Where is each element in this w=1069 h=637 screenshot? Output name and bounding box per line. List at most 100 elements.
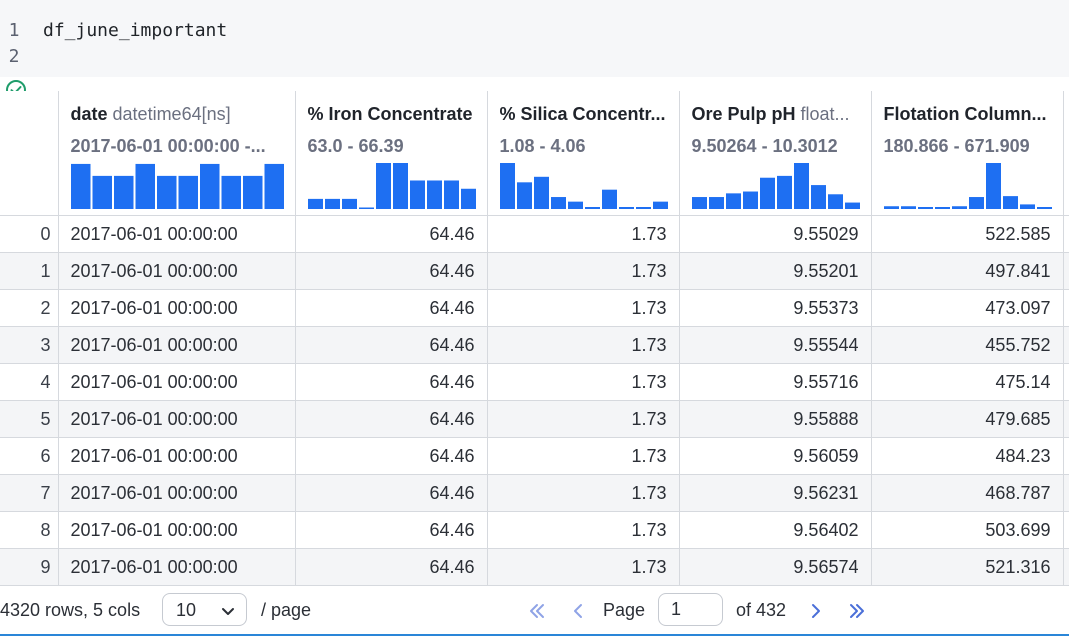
histogram-bar <box>708 197 724 209</box>
line-number: 2 <box>8 46 20 67</box>
row-index: 5 <box>0 400 59 438</box>
cell-iron-concentrate: 64.46 <box>295 474 488 512</box>
row-edge <box>1063 215 1069 253</box>
chevron-right-icon[interactable] <box>805 600 827 622</box>
histogram-bar <box>900 206 916 209</box>
cell-flotation-column: 522.585 <box>871 215 1064 253</box>
column-range: 1.08 - 4.06 <box>499 136 586 156</box>
column-range: 9.50264 - 10.3012 <box>691 136 838 156</box>
table-row[interactable]: 5 2017-06-01 00:00:00 64.46 1.73 9.55888… <box>0 400 1069 438</box>
column-header[interactable]: Ore Pulp pH float... 9.50264 - 10.3012 <box>679 91 872 216</box>
cell-silica-concentrate: 1.73 <box>487 289 680 327</box>
cell-ore-pulp-ph: 9.55373 <box>679 289 872 327</box>
total-pages: of 432 <box>736 600 787 620</box>
row-index: 6 <box>0 437 59 475</box>
histogram-bar <box>934 207 950 209</box>
index-header <box>0 91 59 216</box>
histogram-bar <box>567 201 583 209</box>
histogram-bar <box>1036 207 1052 209</box>
table-row[interactable]: 7 2017-06-01 00:00:00 64.46 1.73 9.56231… <box>0 474 1069 512</box>
row-edge <box>1063 363 1069 401</box>
column-dtype: float... <box>800 104 850 124</box>
page-number-input[interactable] <box>658 593 723 626</box>
column-dtype: datetime64[ns] <box>112 104 231 124</box>
cell-bottom-border <box>0 634 1069 636</box>
cell-date: 2017-06-01 00:00:00 <box>58 474 296 512</box>
histogram-bar <box>844 202 860 209</box>
double-chevron-right-icon[interactable] <box>846 600 868 622</box>
code-editor[interactable]: 1 df_june_important 2 <box>0 0 1069 77</box>
column-histogram <box>307 163 476 209</box>
row-index: 7 <box>0 474 59 512</box>
histogram-bar <box>968 197 984 209</box>
cell-date: 2017-06-01 00:00:00 <box>58 400 296 438</box>
double-chevron-left-icon[interactable] <box>526 600 548 622</box>
table-row[interactable]: 8 2017-06-01 00:00:00 64.46 1.73 9.56402… <box>0 511 1069 549</box>
histogram-bar <box>178 175 198 209</box>
header-edge <box>1063 91 1069 216</box>
dataframe-table: date datetime64[ns] 2017-06-01 00:00:00 … <box>0 91 1069 586</box>
histogram-bar <box>533 176 549 209</box>
histogram-bar <box>443 180 459 209</box>
table-row[interactable]: 6 2017-06-01 00:00:00 64.46 1.73 9.56059… <box>0 437 1069 475</box>
histogram-bar <box>883 206 899 209</box>
cell-ore-pulp-ph: 9.55029 <box>679 215 872 253</box>
cell-ore-pulp-ph: 9.55201 <box>679 252 872 290</box>
per-page-label: / page <box>261 600 312 620</box>
cell-flotation-column: 503.699 <box>871 511 1064 549</box>
table-row[interactable]: 2 2017-06-01 00:00:00 64.46 1.73 9.55373… <box>0 289 1069 327</box>
column-header[interactable]: % Silica Concentr... 1.08 - 4.06 <box>487 91 680 216</box>
histogram-bar <box>375 163 391 209</box>
histogram-bar <box>135 163 155 209</box>
table-row[interactable]: 1 2017-06-01 00:00:00 64.46 1.73 9.55201… <box>0 252 1069 290</box>
cell-iron-concentrate: 64.46 <box>295 363 488 401</box>
cell-iron-concentrate: 64.46 <box>295 437 488 475</box>
histogram-bar <box>951 206 967 209</box>
histogram-bar <box>358 207 374 209</box>
histogram-bar <box>793 163 809 209</box>
cell-silica-concentrate: 1.73 <box>487 437 680 475</box>
histogram-bar <box>550 197 566 209</box>
cell-silica-concentrate: 1.73 <box>487 363 680 401</box>
table-row[interactable]: 9 2017-06-01 00:00:00 64.46 1.73 9.56574… <box>0 548 1069 586</box>
code-line[interactable]: 1 df_june_important <box>0 18 228 44</box>
table-row[interactable]: 3 2017-06-01 00:00:00 64.46 1.73 9.55544… <box>0 326 1069 364</box>
row-index: 0 <box>0 215 59 253</box>
histogram-bar <box>516 182 532 209</box>
histogram-bar <box>221 175 241 209</box>
page-size-select[interactable]: 10 <box>162 593 247 626</box>
histogram-bar <box>324 198 340 209</box>
cell-iron-concentrate: 64.46 <box>295 400 488 438</box>
column-range: 180.866 - 671.909 <box>883 136 1030 156</box>
cell-flotation-column: 484.23 <box>871 437 1064 475</box>
cell-iron-concentrate: 64.46 <box>295 548 488 586</box>
histogram-bar <box>1019 204 1035 209</box>
column-header[interactable]: date datetime64[ns] 2017-06-01 00:00:00 … <box>58 91 296 216</box>
row-edge <box>1063 474 1069 512</box>
cell-silica-concentrate: 1.73 <box>487 511 680 549</box>
code-line[interactable]: 2 <box>0 44 43 70</box>
histogram-bar <box>113 175 133 209</box>
cell-iron-concentrate: 64.46 <box>295 215 488 253</box>
cell-ore-pulp-ph: 9.56059 <box>679 437 872 475</box>
cell-date: 2017-06-01 00:00:00 <box>58 289 296 327</box>
cell-date: 2017-06-01 00:00:00 <box>58 252 296 290</box>
cell-flotation-column: 468.787 <box>871 474 1064 512</box>
column-name: date <box>70 104 108 124</box>
cell-silica-concentrate: 1.73 <box>487 252 680 290</box>
column-histogram <box>691 163 860 209</box>
histogram-bar <box>742 191 758 209</box>
histogram-bar <box>1002 196 1018 209</box>
cell-iron-concentrate: 64.46 <box>295 326 488 364</box>
line-number: 1 <box>8 20 20 41</box>
chevron-left-icon[interactable] <box>567 600 589 622</box>
code-text[interactable]: df_june_important <box>43 20 228 41</box>
column-header[interactable]: Flotation Column... 180.866 - 671.909 <box>871 91 1064 216</box>
column-histogram <box>883 163 1052 209</box>
column-header[interactable]: % Iron Concentrate 63.0 - 66.39 <box>295 91 488 216</box>
cell-flotation-column: 497.841 <box>871 252 1064 290</box>
row-index: 8 <box>0 511 59 549</box>
table-row[interactable]: 0 2017-06-01 00:00:00 64.46 1.73 9.55029… <box>0 215 1069 253</box>
table-row[interactable]: 4 2017-06-01 00:00:00 64.46 1.73 9.55716… <box>0 363 1069 401</box>
histogram-bar <box>691 197 707 209</box>
